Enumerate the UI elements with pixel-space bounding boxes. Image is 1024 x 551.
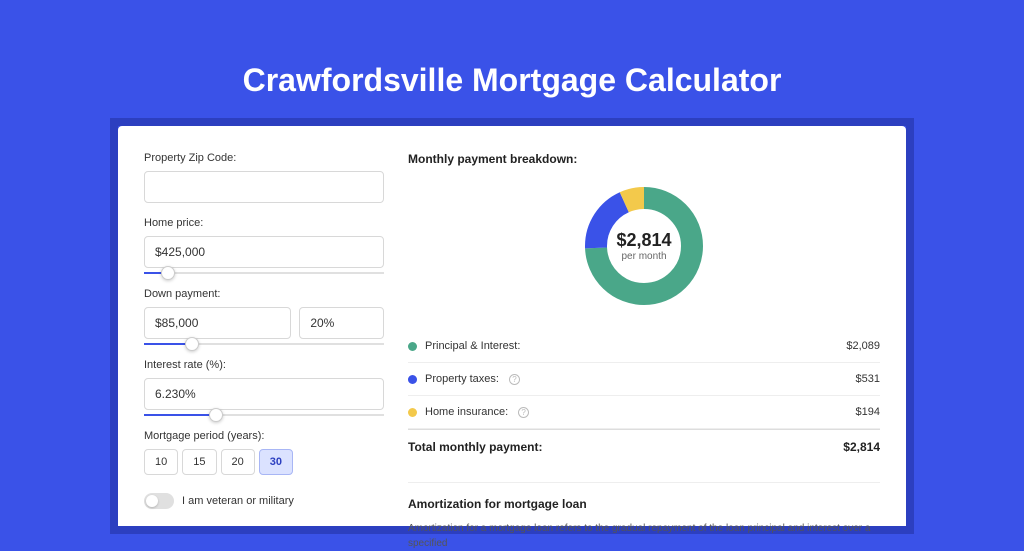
dot-icon: [408, 342, 417, 351]
donut-center-sub: per month: [621, 251, 666, 262]
veteran-row: I am veteran or military: [144, 493, 384, 509]
zip-label: Property Zip Code:: [144, 152, 384, 164]
amortization-title: Amortization for mortgage loan: [408, 497, 880, 511]
legend-value: $2,089: [846, 340, 880, 352]
period-field-group: Mortgage period (years): 10 15 20 30: [144, 430, 384, 475]
legend-label: Home insurance:: [425, 406, 508, 418]
down-payment-amount-input[interactable]: [144, 307, 291, 339]
donut-center-value: $2,814: [616, 230, 671, 251]
dot-icon: [408, 375, 417, 384]
period-option-20[interactable]: 20: [221, 449, 255, 475]
card-shadow: Property Zip Code: Home price: Down paym…: [118, 126, 906, 526]
veteran-label: I am veteran or military: [182, 495, 294, 507]
home-price-input[interactable]: [144, 236, 384, 268]
down-payment-slider-thumb[interactable]: [185, 337, 199, 351]
zip-field-group: Property Zip Code:: [144, 152, 384, 203]
info-icon[interactable]: ?: [509, 374, 520, 385]
donut-chart: $2,814 per month: [580, 182, 708, 310]
period-options: 10 15 20 30: [144, 449, 384, 475]
home-price-label: Home price:: [144, 217, 384, 229]
donut-center: $2,814 per month: [580, 182, 708, 310]
amortization-section: Amortization for mortgage loan Amortizat…: [408, 482, 880, 551]
amortization-body: Amortization for a mortgage loan refers …: [408, 521, 880, 551]
legend-label: Property taxes:: [425, 373, 499, 385]
home-price-slider-thumb[interactable]: [161, 266, 175, 280]
down-payment-percent-input[interactable]: [299, 307, 384, 339]
zip-input[interactable]: [144, 171, 384, 203]
home-price-slider[interactable]: [144, 272, 384, 274]
legend-row-taxes: Property taxes: ? $531: [408, 363, 880, 396]
interest-slider-fill: [144, 414, 216, 416]
legend-row-insurance: Home insurance: ? $194: [408, 396, 880, 429]
breakdown-column: Monthly payment breakdown: $2,814 per mo…: [408, 152, 880, 526]
home-price-field-group: Home price:: [144, 217, 384, 274]
form-column: Property Zip Code: Home price: Down paym…: [144, 152, 384, 526]
info-icon[interactable]: ?: [518, 407, 529, 418]
donut-wrap: $2,814 per month: [408, 182, 880, 310]
breakdown-title: Monthly payment breakdown:: [408, 152, 880, 166]
period-option-10[interactable]: 10: [144, 449, 178, 475]
legend-value: $531: [856, 373, 880, 385]
page-title: Crawfordsville Mortgage Calculator: [0, 0, 1024, 127]
legend-value: $194: [856, 406, 880, 418]
veteran-toggle[interactable]: [144, 493, 174, 509]
down-payment-field-group: Down payment:: [144, 288, 384, 345]
legend-row-principal: Principal & Interest: $2,089: [408, 330, 880, 363]
interest-slider-thumb[interactable]: [209, 408, 223, 422]
period-label: Mortgage period (years):: [144, 430, 384, 442]
calculator-card: Property Zip Code: Home price: Down paym…: [118, 126, 906, 526]
down-payment-label: Down payment:: [144, 288, 384, 300]
down-payment-slider[interactable]: [144, 343, 384, 345]
total-value: $2,814: [843, 440, 880, 454]
interest-input[interactable]: [144, 378, 384, 410]
total-label: Total monthly payment:: [408, 440, 542, 454]
interest-field-group: Interest rate (%):: [144, 359, 384, 416]
legend-label: Principal & Interest:: [425, 340, 520, 352]
dot-icon: [408, 408, 417, 417]
period-option-15[interactable]: 15: [182, 449, 216, 475]
interest-label: Interest rate (%):: [144, 359, 384, 371]
total-row: Total monthly payment: $2,814: [408, 429, 880, 464]
period-option-30[interactable]: 30: [259, 449, 293, 475]
interest-slider[interactable]: [144, 414, 384, 416]
